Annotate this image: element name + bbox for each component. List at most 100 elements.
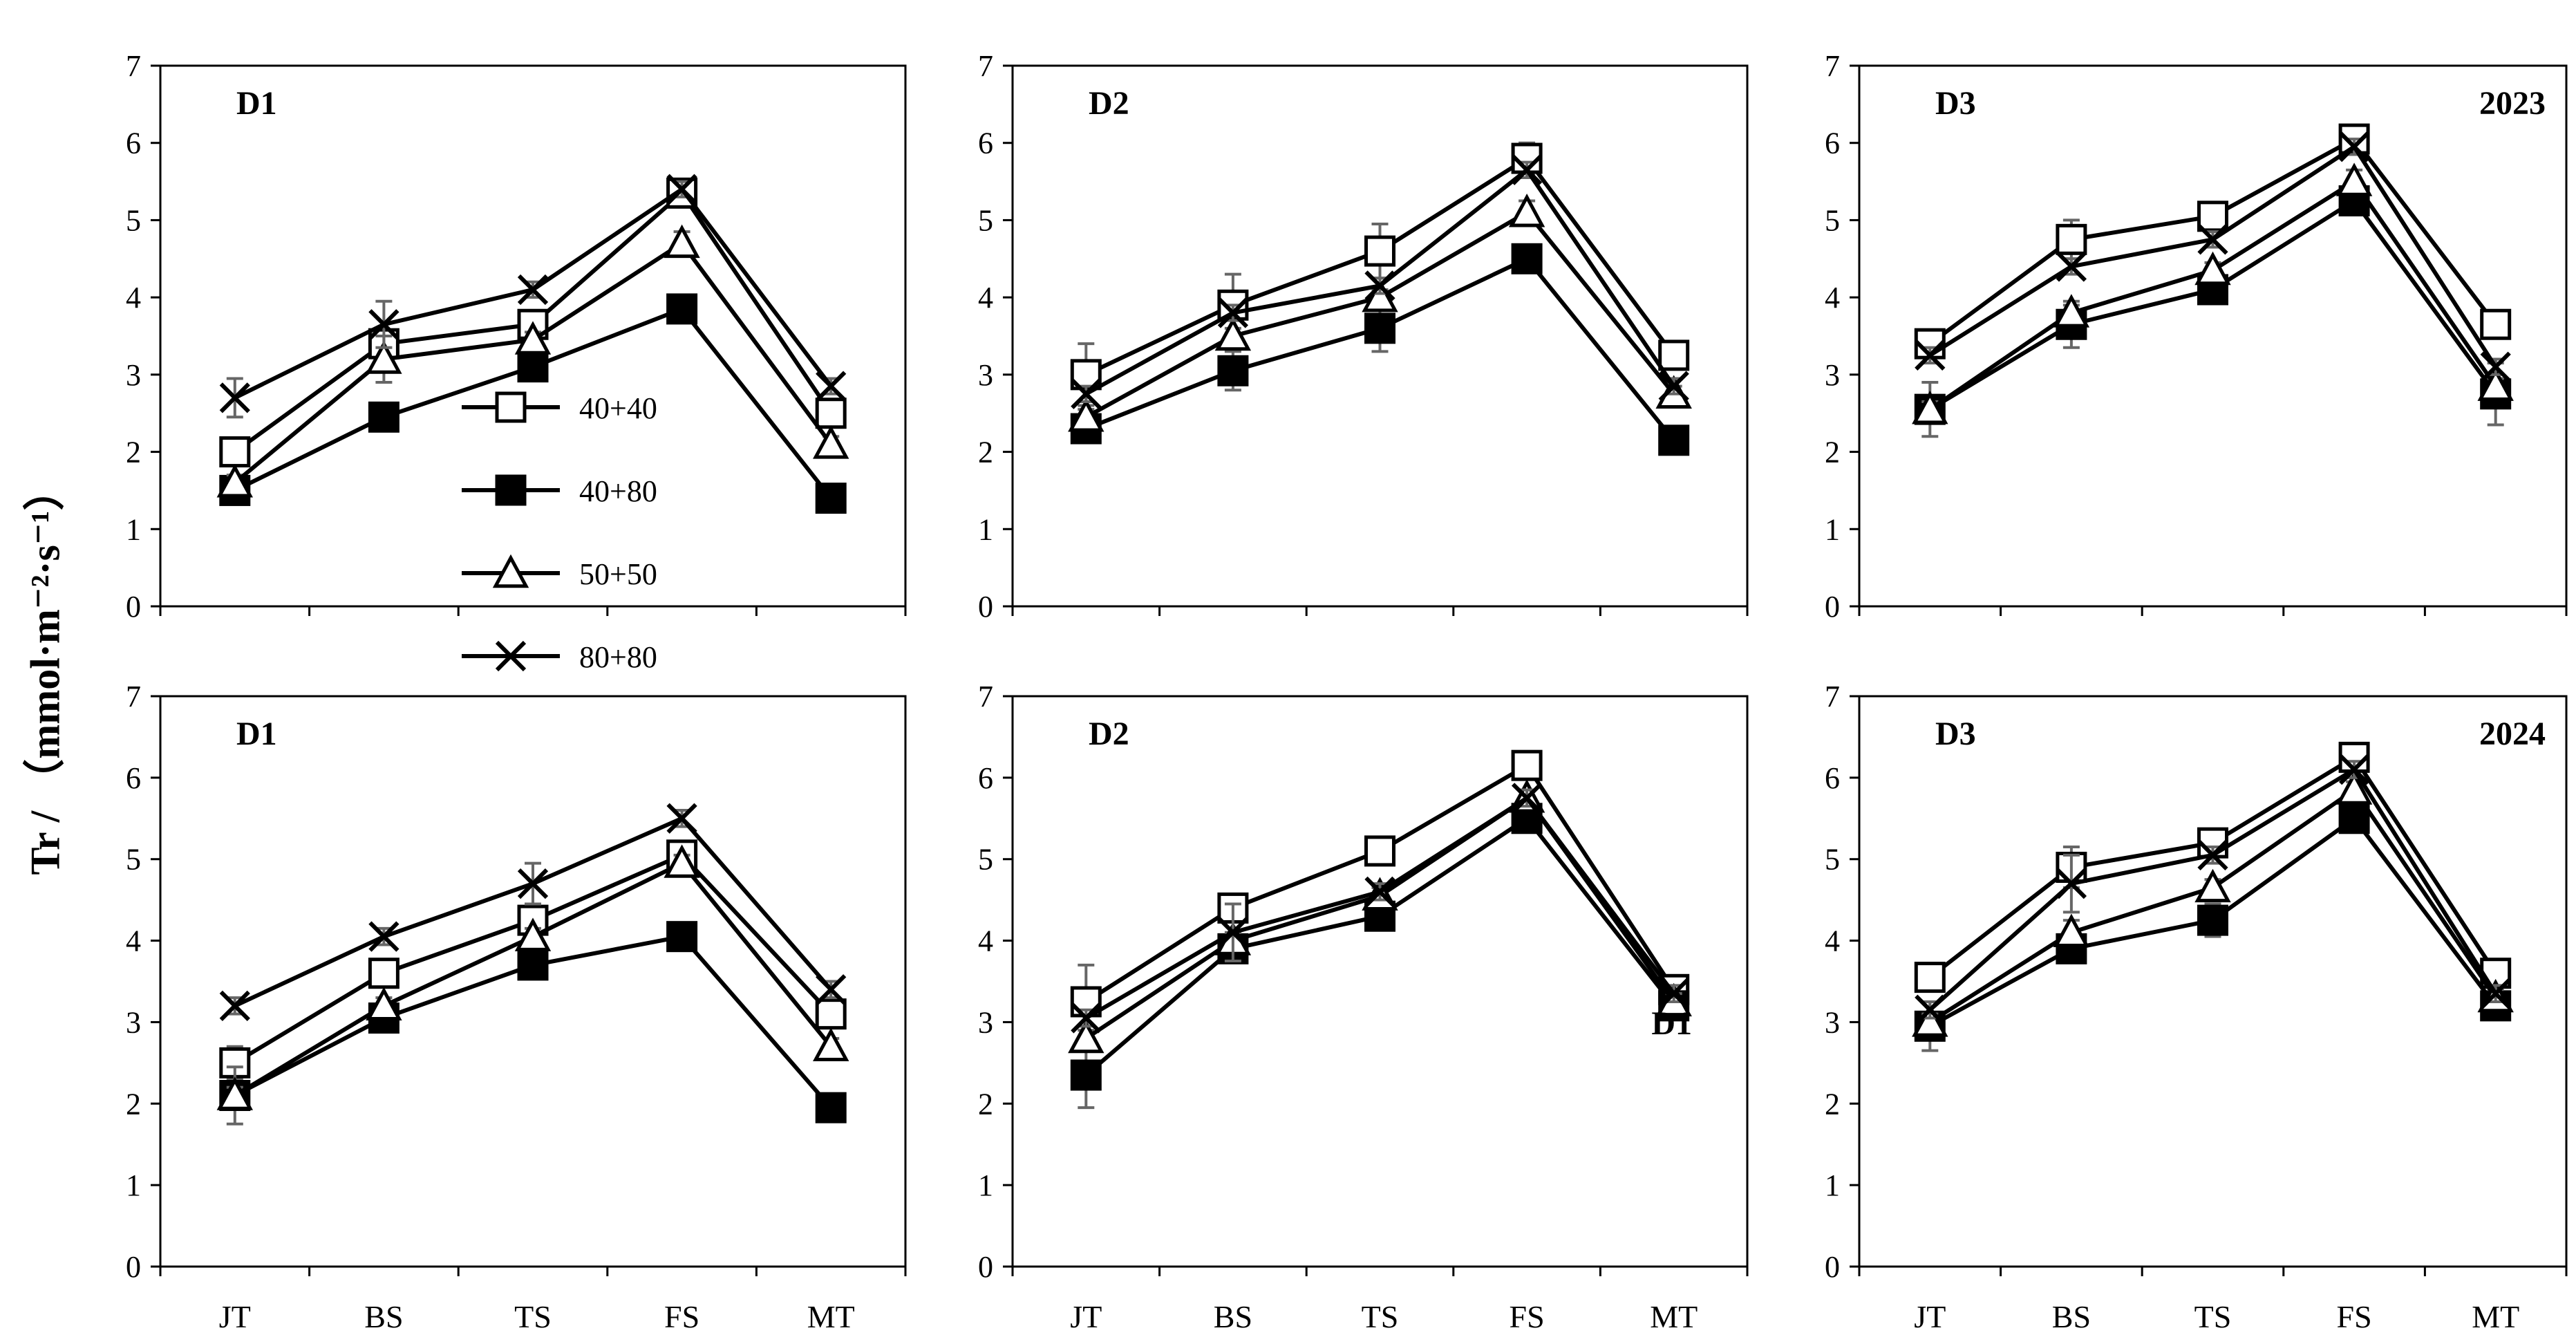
data-point — [2197, 200, 2228, 232]
legend-marker — [495, 640, 527, 672]
y-tick-label: 2 — [978, 1087, 993, 1121]
data-point — [1364, 312, 1395, 344]
data-point — [815, 398, 847, 429]
x-tick-label: MT — [1650, 1299, 1698, 1334]
y-tick-label: 0 — [1825, 590, 1840, 624]
data-point — [216, 463, 253, 498]
data-point — [517, 949, 549, 981]
data-point — [514, 321, 552, 355]
series-50-plus-50 — [1912, 162, 2514, 424]
data-point — [2338, 754, 2370, 785]
panel-1: 0 1 2 3 4 5 6 7 D1 — [126, 49, 907, 624]
series-80-plus-80 — [1071, 154, 1689, 409]
y-tick-label: 7 — [978, 680, 993, 713]
x-tick-label: JT — [219, 1299, 251, 1334]
data-point — [1658, 424, 1690, 456]
y-tick-label: 3 — [126, 1005, 141, 1039]
data-point — [1915, 994, 1946, 1025]
data-point — [2480, 978, 2511, 1009]
y-tick-label: 3 — [1825, 358, 1840, 392]
panel-5: 0 1 2 3 4 5 6 7 JT BS TS FS MT D2 D1 — [978, 680, 1749, 1334]
data-point — [368, 921, 399, 952]
data-point — [2056, 251, 2087, 282]
data-point — [1071, 378, 1102, 409]
y-tick-label: 3 — [126, 358, 141, 392]
y-tick-label: 5 — [978, 203, 993, 237]
data-point — [1511, 749, 1543, 781]
data-point — [2338, 131, 2370, 162]
data-point — [1217, 297, 1249, 328]
data-point — [1508, 193, 1545, 227]
legend-marker — [495, 391, 527, 423]
y-tick-label: 4 — [1825, 281, 1840, 315]
data-point — [2053, 913, 2090, 947]
panel-title: D1 — [236, 85, 277, 122]
data-point — [1658, 339, 1690, 371]
data-point — [1214, 317, 1252, 351]
legend-label: 40+40 — [579, 391, 657, 425]
plot-frame — [1858, 64, 2568, 608]
series-80-plus-80 — [1071, 783, 1689, 1034]
x-tick-label: BS — [364, 1299, 403, 1334]
data-point — [2056, 223, 2087, 255]
y-tick-label: 3 — [978, 1005, 993, 1039]
y-tick-label: 0 — [978, 590, 993, 624]
data-point — [2194, 868, 2231, 903]
y-tick-label: 4 — [126, 281, 141, 315]
y-tick-label: 5 — [978, 843, 993, 877]
y-tick-label: 3 — [978, 358, 993, 392]
data-point — [2480, 308, 2512, 340]
series-80-plus-80 — [219, 803, 847, 1021]
series-50-plus-50 — [216, 844, 849, 1110]
data-point — [815, 483, 847, 514]
y-tick-label: 7 — [1825, 680, 1840, 713]
data-point — [2335, 771, 2373, 805]
y-tick-label: 4 — [978, 281, 993, 315]
y-tick-label: 0 — [126, 1250, 141, 1284]
data-point — [1071, 1002, 1102, 1034]
data-point — [1217, 917, 1249, 948]
data-point — [2053, 294, 2090, 328]
data-point — [2056, 868, 2087, 899]
data-point — [816, 974, 847, 1005]
y-tick-label: 6 — [126, 127, 141, 160]
y-tick-label: 7 — [1825, 49, 1840, 83]
data-point — [1217, 355, 1249, 386]
data-point — [366, 340, 402, 374]
data-point — [368, 309, 399, 340]
data-point — [2197, 904, 2228, 936]
data-point — [815, 998, 847, 1030]
legend-marker — [492, 554, 529, 588]
data-point — [219, 382, 250, 413]
legend-marker — [495, 474, 527, 506]
data-point — [517, 868, 549, 899]
panel-3: 0 1 2 3 4 5 6 7 D3 2023 — [1825, 49, 2568, 624]
x-tick-label: TS — [1362, 1299, 1399, 1334]
panel-4: 0 1 2 3 4 5 6 7 JT BS TS FS MT D1 — [126, 680, 907, 1334]
data-point — [368, 401, 399, 433]
y-tick-label: 6 — [978, 761, 993, 795]
panel-title: D1 — [236, 716, 277, 752]
data-point — [1511, 243, 1543, 274]
data-point — [816, 371, 847, 402]
y-tick-label: 2 — [978, 436, 993, 469]
y-tick-label: 5 — [1825, 203, 1840, 237]
y-tick-label: 0 — [1825, 1250, 1840, 1284]
legend-item-80-plus-80: 80+80 — [462, 640, 657, 674]
data-point — [1364, 270, 1395, 301]
plot-frame — [1011, 64, 1749, 608]
y-tick-label: 5 — [126, 203, 141, 237]
series-80-plus-80 — [1915, 754, 2511, 1025]
data-point — [2338, 803, 2370, 834]
data-point — [1658, 978, 1689, 1009]
data-point — [1912, 1003, 1948, 1037]
data-point — [216, 1076, 253, 1110]
legend-label: 40+80 — [579, 474, 657, 508]
data-point — [219, 436, 251, 468]
data-point — [1511, 783, 1543, 814]
y-tick-label: 1 — [126, 1168, 141, 1202]
y-tick-label: 2 — [1825, 436, 1840, 469]
y-tick-label: 6 — [126, 761, 141, 795]
legend-item-40-plus-40: 40+40 — [462, 391, 657, 425]
x-tick-label: FS — [1510, 1299, 1545, 1334]
